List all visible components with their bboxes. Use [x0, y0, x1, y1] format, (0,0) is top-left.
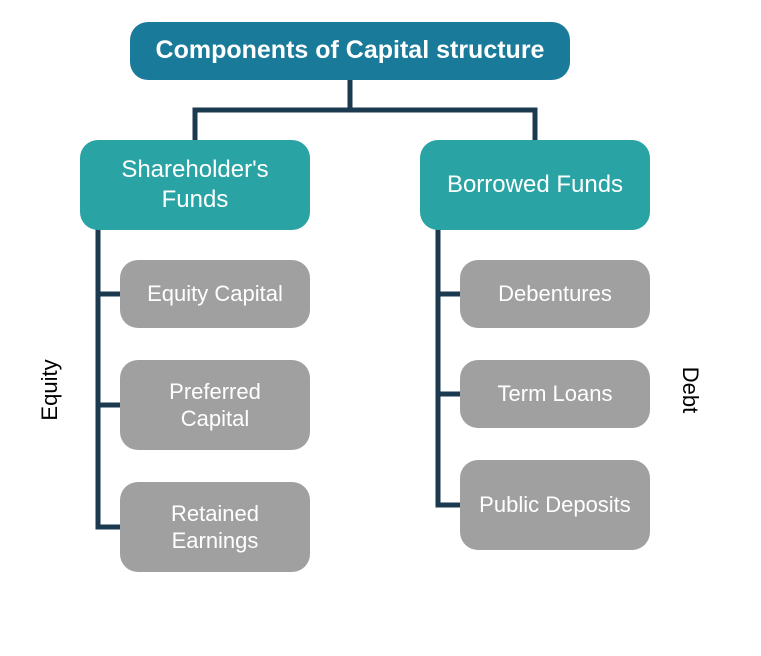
right-header-node: Borrowed Funds — [420, 140, 650, 230]
left-item-0: Equity Capital — [120, 260, 310, 328]
left-header-node: Shareholder's Funds — [80, 140, 310, 230]
right-item-1: Term Loans — [460, 360, 650, 428]
right-item-2: Public Deposits — [460, 460, 650, 550]
right-header-label: Borrowed Funds — [447, 170, 623, 200]
connector-lines — [0, 0, 761, 656]
right-side-label: Debt — [677, 367, 703, 413]
left-side-label: Equity — [37, 359, 63, 420]
left-side-label-text: Equity — [37, 359, 62, 420]
left-item-1: Preferred Capital — [120, 360, 310, 450]
right-side-label-text: Debt — [678, 367, 703, 413]
right-item-2-label: Public Deposits — [479, 491, 631, 519]
left-header-label: Shareholder's Funds — [92, 155, 298, 215]
right-item-1-label: Term Loans — [498, 380, 613, 408]
right-item-0-label: Debentures — [498, 280, 612, 308]
root-node: Components of Capital structure — [130, 22, 570, 80]
left-item-1-label: Preferred Capital — [132, 378, 298, 433]
left-item-2: Retained Earnings — [120, 482, 310, 572]
right-item-0: Debentures — [460, 260, 650, 328]
left-item-2-label: Retained Earnings — [132, 500, 298, 555]
root-label: Components of Capital structure — [156, 35, 545, 66]
left-item-0-label: Equity Capital — [147, 280, 283, 308]
